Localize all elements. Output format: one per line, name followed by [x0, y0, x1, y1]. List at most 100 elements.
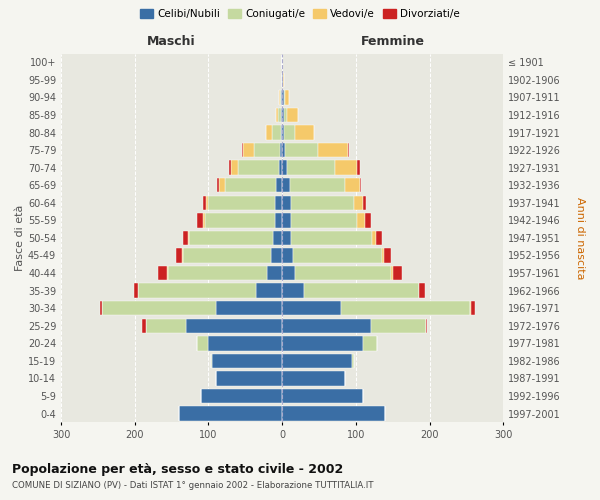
Bar: [230, 160, 238, 175]
Bar: [282, 248, 293, 262]
Bar: [393, 266, 401, 280]
Bar: [256, 284, 282, 298]
Bar: [188, 230, 274, 245]
Bar: [205, 213, 275, 228]
Bar: [287, 160, 335, 175]
Bar: [275, 213, 282, 228]
Bar: [282, 213, 291, 228]
Text: Maschi: Maschi: [147, 35, 196, 48]
Bar: [282, 284, 304, 298]
Bar: [224, 178, 276, 192]
Bar: [282, 160, 287, 175]
Bar: [295, 126, 314, 140]
Bar: [282, 196, 291, 210]
Text: Femmine: Femmine: [361, 35, 425, 48]
Bar: [281, 108, 282, 122]
Bar: [362, 196, 366, 210]
Bar: [281, 90, 282, 104]
Bar: [203, 196, 206, 210]
Bar: [283, 72, 284, 87]
Bar: [348, 143, 349, 158]
Bar: [291, 230, 372, 245]
Bar: [282, 318, 371, 333]
Bar: [211, 354, 212, 368]
Bar: [168, 266, 268, 280]
Bar: [282, 406, 385, 421]
Bar: [146, 318, 187, 333]
Bar: [279, 90, 280, 104]
Bar: [182, 230, 188, 245]
Bar: [101, 301, 216, 316]
Bar: [187, 318, 282, 333]
Bar: [276, 178, 282, 192]
Bar: [291, 213, 358, 228]
Bar: [282, 354, 352, 368]
Bar: [282, 143, 285, 158]
Bar: [282, 266, 295, 280]
Bar: [282, 126, 284, 140]
Bar: [100, 301, 101, 316]
Bar: [282, 336, 363, 350]
Bar: [282, 301, 341, 316]
Bar: [167, 266, 168, 280]
Bar: [219, 178, 224, 192]
Text: COMUNE DI SIZIANO (PV) - Dati ISTAT 1° gennaio 2002 - Elaborazione TUTTITALIA.IT: COMUNE DI SIZIANO (PV) - Dati ISTAT 1° g…: [12, 481, 373, 490]
Bar: [319, 143, 348, 158]
Bar: [282, 72, 283, 87]
Bar: [212, 354, 282, 368]
Bar: [278, 108, 281, 122]
Bar: [391, 266, 393, 280]
Bar: [182, 248, 271, 262]
Bar: [274, 230, 282, 245]
Bar: [419, 284, 425, 298]
Bar: [363, 336, 377, 350]
Bar: [229, 160, 230, 175]
Bar: [275, 108, 278, 122]
Bar: [372, 230, 376, 245]
Bar: [358, 213, 365, 228]
Bar: [359, 178, 361, 192]
Bar: [238, 160, 278, 175]
Bar: [176, 248, 182, 262]
Bar: [134, 284, 137, 298]
Bar: [208, 196, 275, 210]
Bar: [278, 160, 282, 175]
Y-axis label: Anni di nascita: Anni di nascita: [575, 196, 585, 279]
Bar: [471, 301, 475, 316]
Bar: [206, 196, 208, 210]
Bar: [158, 266, 167, 280]
Bar: [284, 90, 285, 104]
Bar: [275, 196, 282, 210]
Bar: [203, 213, 205, 228]
Bar: [280, 90, 281, 104]
Bar: [371, 318, 426, 333]
Bar: [384, 248, 391, 262]
Bar: [290, 178, 345, 192]
Bar: [365, 213, 371, 228]
Bar: [282, 90, 284, 104]
Bar: [282, 230, 291, 245]
Bar: [304, 284, 419, 298]
Bar: [242, 143, 243, 158]
Bar: [216, 371, 282, 386]
Bar: [291, 196, 354, 210]
Bar: [280, 143, 282, 158]
Bar: [216, 301, 282, 316]
Bar: [354, 196, 362, 210]
Bar: [217, 178, 219, 192]
Bar: [197, 336, 208, 350]
Legend: Celibi/Nubili, Coniugati/e, Vedovi/e, Divorziati/e: Celibi/Nubili, Coniugati/e, Vedovi/e, Di…: [136, 5, 464, 24]
Bar: [272, 126, 281, 140]
Bar: [281, 126, 282, 140]
Bar: [254, 143, 280, 158]
Bar: [268, 266, 282, 280]
Bar: [352, 354, 354, 368]
Bar: [426, 318, 427, 333]
Bar: [137, 284, 139, 298]
Bar: [197, 213, 203, 228]
Bar: [345, 178, 359, 192]
Bar: [341, 301, 470, 316]
Text: Popolazione per età, sesso e stato civile - 2002: Popolazione per età, sesso e stato civil…: [12, 462, 343, 475]
Bar: [382, 248, 384, 262]
Bar: [266, 126, 272, 140]
